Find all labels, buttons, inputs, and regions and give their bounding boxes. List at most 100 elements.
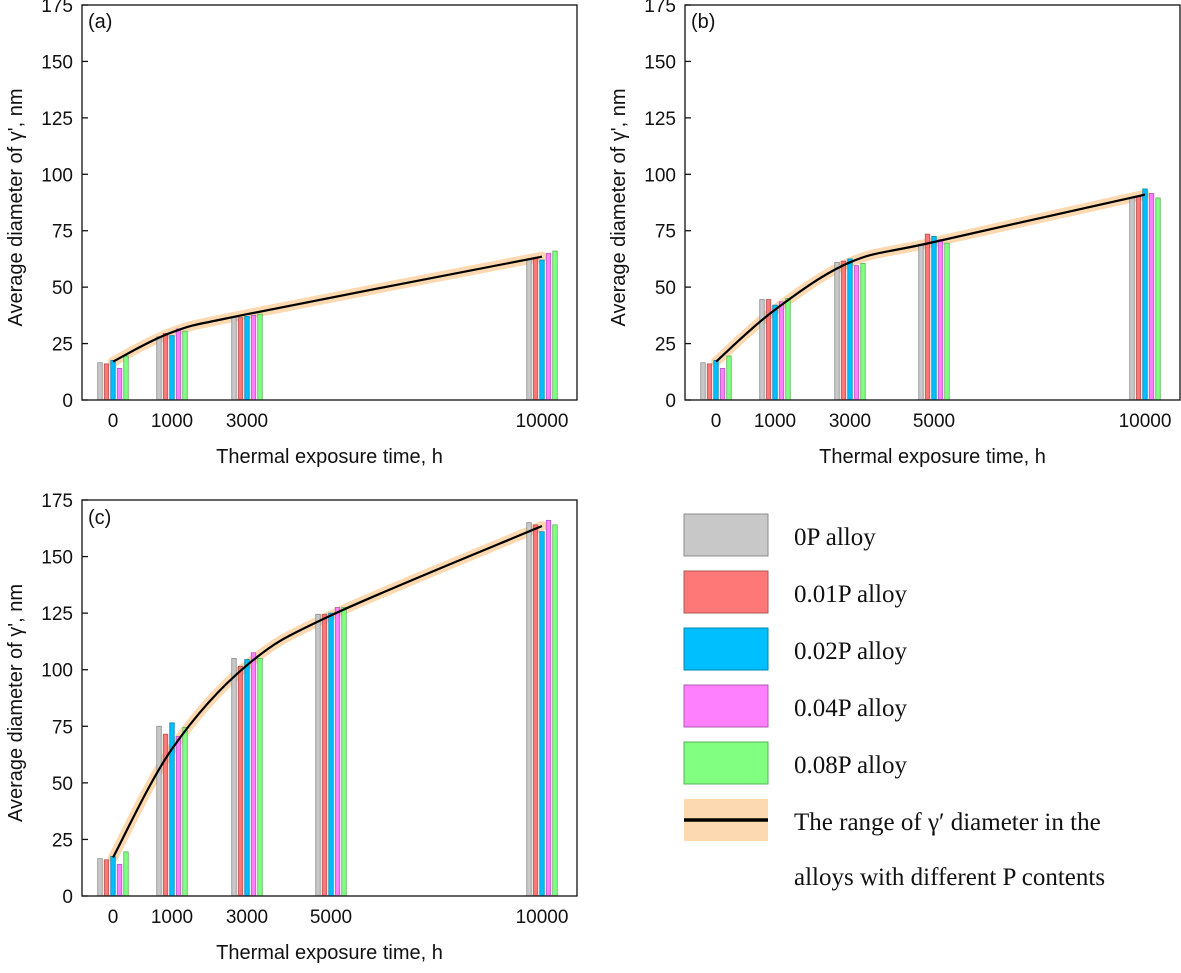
bar-002P-alloy-3000 <box>847 258 853 401</box>
bar-008P-alloy-0 <box>726 355 732 401</box>
bar-008P-alloy-5000 <box>341 607 347 897</box>
bar-004P-alloy-5000 <box>334 607 341 897</box>
bar-008P-alloy-3000 <box>257 313 263 401</box>
y-tick-label: 75 <box>655 222 676 243</box>
legend-label: 0.01P alloy <box>794 581 907 608</box>
bar-002P-alloy-0 <box>713 360 719 401</box>
legend-swatch-002P-alloy <box>683 627 769 671</box>
bar-004P-alloy-5000 <box>937 239 944 401</box>
bar-002P-alloy-1000 <box>169 335 175 401</box>
y-tick-label: 25 <box>655 335 676 356</box>
bar-008P-alloy-1000 <box>182 330 188 401</box>
panel-label: (c) <box>88 507 111 529</box>
bar-001P-alloy-3000 <box>840 260 847 401</box>
bar-002P-alloy-5000 <box>328 612 334 897</box>
bar-0P-alloy-1000 <box>156 725 162 897</box>
chart-legend: 0P alloy 0.01P alloy 0.02P alloy 0.04P allo… <box>683 513 1105 891</box>
bar-008P-alloy-10000 <box>552 524 558 897</box>
bar-002P-alloy-3000 <box>244 316 250 401</box>
bar-008P-alloy-1000 <box>785 298 791 401</box>
y-tick-label: 50 <box>52 774 73 795</box>
bar-002P-alloy-0 <box>110 856 116 897</box>
y-tick-label: 0 <box>62 391 73 412</box>
bar-002P-alloy-0 <box>110 360 116 401</box>
y-axis-label: Average diameter of γ', nm <box>5 88 27 326</box>
y-tick-label: 75 <box>52 717 73 738</box>
legend-label: 0.04P alloy <box>794 695 907 722</box>
bar-002P-alloy-3000 <box>244 659 250 897</box>
plot-frame <box>81 4 578 401</box>
bar-004P-alloy-1000 <box>175 328 182 401</box>
y-tick-label: 175 <box>41 0 73 17</box>
x-tick-label: 3000 <box>829 411 871 432</box>
x-tick-label: 1000 <box>754 411 796 432</box>
y-tick-label: 125 <box>41 604 73 625</box>
bar-004P-alloy-0 <box>719 367 726 401</box>
plot-frame <box>684 4 1181 401</box>
bar-001P-alloy-0 <box>103 859 110 897</box>
bar-001P-alloy-10000 <box>532 524 539 897</box>
y-tick-label: 100 <box>41 165 73 186</box>
y-tick-label: 0 <box>665 391 676 412</box>
y-tick-label: 50 <box>52 278 73 299</box>
y-tick-label: 175 <box>644 0 676 17</box>
x-tick-label: 0 <box>108 907 119 928</box>
bar-0P-alloy-1000 <box>759 299 765 401</box>
bar-0P-alloy-10000 <box>526 258 532 401</box>
bar-001P-alloy-5000 <box>924 233 931 401</box>
panel-label: (b) <box>691 11 715 33</box>
legend-swatch-0P-alloy <box>683 513 769 557</box>
y-axis-label: Average diameter of γ', nm <box>608 88 630 326</box>
bar-001P-alloy-3000 <box>237 317 244 401</box>
bar-001P-alloy-5000 <box>321 613 328 897</box>
fit-curve <box>112 525 543 859</box>
bar-0P-alloy-1000 <box>156 336 162 401</box>
x-axis-label: Thermal exposure time, h <box>216 942 443 964</box>
bar-004P-alloy-10000 <box>1148 193 1155 401</box>
bar-0P-alloy-5000 <box>918 243 924 401</box>
legend-label: 0.08P alloy <box>794 752 907 779</box>
x-tick-label: 0 <box>711 411 722 432</box>
fit-curve <box>715 193 1146 363</box>
x-tick-label: 1000 <box>151 411 193 432</box>
bar-008P-alloy-3000 <box>257 658 263 897</box>
plot-frame <box>81 499 578 897</box>
bar-0P-alloy-10000 <box>526 522 532 897</box>
bar-004P-alloy-10000 <box>545 519 552 897</box>
chart-panel-a: 0 25 50 75 100 125 150 175 0 1000 3000 10000 Thermal… <box>5 0 578 468</box>
bar-002P-alloy-10000 <box>539 259 545 401</box>
legend-label: 0.02P alloy <box>794 638 907 665</box>
bar-002P-alloy-1000 <box>772 304 778 401</box>
bar-008P-alloy-10000 <box>552 250 558 401</box>
x-tick-label: 10000 <box>516 907 569 928</box>
bar-001P-alloy-1000 <box>162 333 169 401</box>
bar-004P-alloy-3000 <box>853 265 860 401</box>
y-tick-label: 75 <box>52 222 73 243</box>
legend-swatch-008P-alloy <box>683 741 769 785</box>
x-tick-label: 3000 <box>226 411 268 432</box>
chart-panel-c: 0 25 50 75 100 125 150 175 0 1000 3000 5000 10000 The… <box>5 491 578 964</box>
bar-0P-alloy-3000 <box>834 261 840 401</box>
x-axis-label: Thermal exposure time, h <box>819 446 1046 468</box>
bar-008P-alloy-0 <box>123 355 129 401</box>
x-tick-label: 5000 <box>310 907 352 928</box>
legend-swatch-001P-alloy <box>683 570 769 614</box>
bar-008P-alloy-10000 <box>1155 197 1161 401</box>
bar-0P-alloy-3000 <box>231 317 237 401</box>
chart-panel-b: 0 25 50 75 100 125 150 175 0 1000 3000 5000 10000 The… <box>608 0 1181 468</box>
bar-008P-alloy-0 <box>123 851 129 897</box>
bar-008P-alloy-1000 <box>182 727 188 897</box>
x-tick-label: 10000 <box>1119 411 1172 432</box>
bar-002P-alloy-10000 <box>539 531 545 897</box>
bar-008P-alloy-3000 <box>860 263 866 401</box>
bar-008P-alloy-5000 <box>944 242 950 401</box>
bar-001P-alloy-0 <box>103 363 110 401</box>
bar-004P-alloy-3000 <box>250 652 257 897</box>
legend-swatch-004P-alloy <box>683 684 769 728</box>
bar-0P-alloy-0 <box>97 858 103 897</box>
bar-0P-alloy-5000 <box>315 613 321 897</box>
x-axis-label: Thermal exposure time, h <box>216 446 443 468</box>
y-tick-label: 100 <box>644 165 676 186</box>
